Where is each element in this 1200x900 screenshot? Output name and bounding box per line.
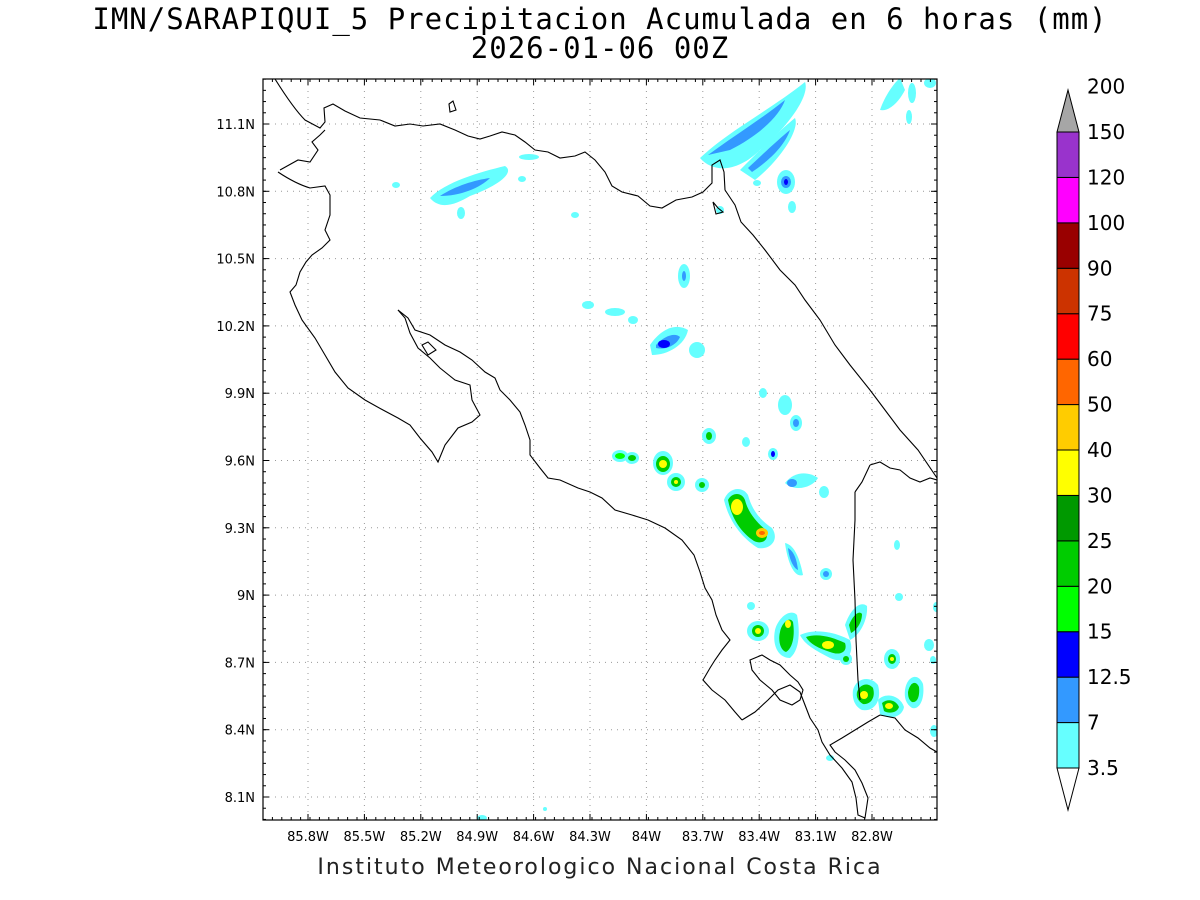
legend-swatch <box>1056 222 1080 269</box>
x-tick-label: 83.1W <box>795 830 837 845</box>
credit-footer: Instituto Meteorologico Nacional Costa R… <box>317 855 883 880</box>
legend-swatch <box>1056 494 1080 542</box>
y-tick-label: 8.1N <box>225 791 255 806</box>
y-tick-label: 10.5N <box>216 253 255 268</box>
x-tick-label: 84.9W <box>456 830 498 845</box>
legend-swatch <box>1056 585 1080 633</box>
legend-swatch <box>1056 676 1080 724</box>
legend-label: 7 <box>1087 711 1100 735</box>
legend-label: 3.5 <box>1087 756 1119 780</box>
legend-swatch <box>1056 540 1080 587</box>
legend-swatch <box>1056 313 1080 360</box>
map-datetime: 2026-01-06 00Z <box>470 31 730 65</box>
legend-label: 20 <box>1087 574 1112 598</box>
legend-swatch <box>1056 631 1080 678</box>
x-tick-label: 83.4W <box>738 830 780 845</box>
legend-label: 90 <box>1087 256 1112 280</box>
x-tick-label: 84W <box>632 830 662 845</box>
rain-cell <box>747 540 937 669</box>
x-tick-label: 82.8W <box>851 830 893 845</box>
axis-ticks <box>263 78 937 820</box>
y-tick-label: 9N <box>237 589 255 604</box>
legend-label: 75 <box>1087 302 1112 326</box>
legend-arrow-low <box>1056 767 1080 812</box>
legend-label: 12.5 <box>1087 665 1132 689</box>
x-tick-label: 85.2W <box>400 830 442 845</box>
rain-cell <box>612 388 802 492</box>
legend-swatch <box>1056 722 1080 769</box>
legend-swatch <box>1056 404 1080 451</box>
legend-label: 15 <box>1087 620 1112 644</box>
legend-label: 30 <box>1087 483 1112 507</box>
legend-swatch <box>1056 358 1080 406</box>
legend-label: 100 <box>1087 211 1125 235</box>
x-tick-label: 85.8W <box>287 830 329 845</box>
y-tick-label: 10.2N <box>216 320 255 335</box>
rain-cell <box>392 154 579 219</box>
y-tick-label: 9.9N <box>225 387 255 402</box>
legend-arrow-high <box>1056 88 1080 133</box>
x-axis-labels: 85.8W 85.5W 85.2W 84.9W 84.6W 84.3W 84W 83.7W 83… <box>287 830 893 845</box>
y-tick-label: 10.8N <box>216 185 255 200</box>
legend-swatch <box>1056 176 1080 224</box>
coastlines <box>274 79 937 819</box>
plot-frame <box>262 78 938 821</box>
x-tick-label: 85.5W <box>343 830 385 845</box>
x-tick-label: 84.6W <box>513 830 555 845</box>
grid-lines <box>263 79 937 820</box>
rain-cell <box>700 79 936 214</box>
y-tick-label: 11.1N <box>216 118 255 133</box>
legend-label: 120 <box>1087 165 1125 189</box>
rain-cell <box>477 676 937 820</box>
map-title: IMN/SARAPIQUI_5 Precipitacion Acumulada … <box>92 2 1108 36</box>
y-tick-label: 9.6N <box>225 455 255 470</box>
y-axis-labels: 11.1N 10.8N 10.5N 10.2N 9.9N 9.6N 9.3N 9N 8.7N 8.… <box>216 118 255 806</box>
legend-label: 40 <box>1087 438 1112 462</box>
precipitation-legend: 3.5 7 12.5 15 20 25 30 40 50 60 75 90 100 120 150 200 <box>1056 75 1132 812</box>
x-tick-label: 84.3W <box>569 830 611 845</box>
x-tick-label: 83.7W <box>682 830 724 845</box>
legend-label: 50 <box>1087 393 1112 417</box>
legend-swatch <box>1056 267 1080 315</box>
legend-label: 25 <box>1087 529 1112 553</box>
y-tick-label: 8.7N <box>225 656 255 671</box>
precipitation-field <box>392 79 937 820</box>
legend-label: 150 <box>1087 120 1125 144</box>
y-tick-label: 9.3N <box>225 522 255 537</box>
legend-label: 200 <box>1087 75 1125 99</box>
legend-swatch <box>1056 131 1080 178</box>
y-tick-label: 8.4N <box>225 724 255 739</box>
rain-cell <box>582 264 705 358</box>
legend-label: 60 <box>1087 347 1112 371</box>
legend-swatch <box>1056 449 1080 496</box>
rain-cell <box>724 473 832 580</box>
